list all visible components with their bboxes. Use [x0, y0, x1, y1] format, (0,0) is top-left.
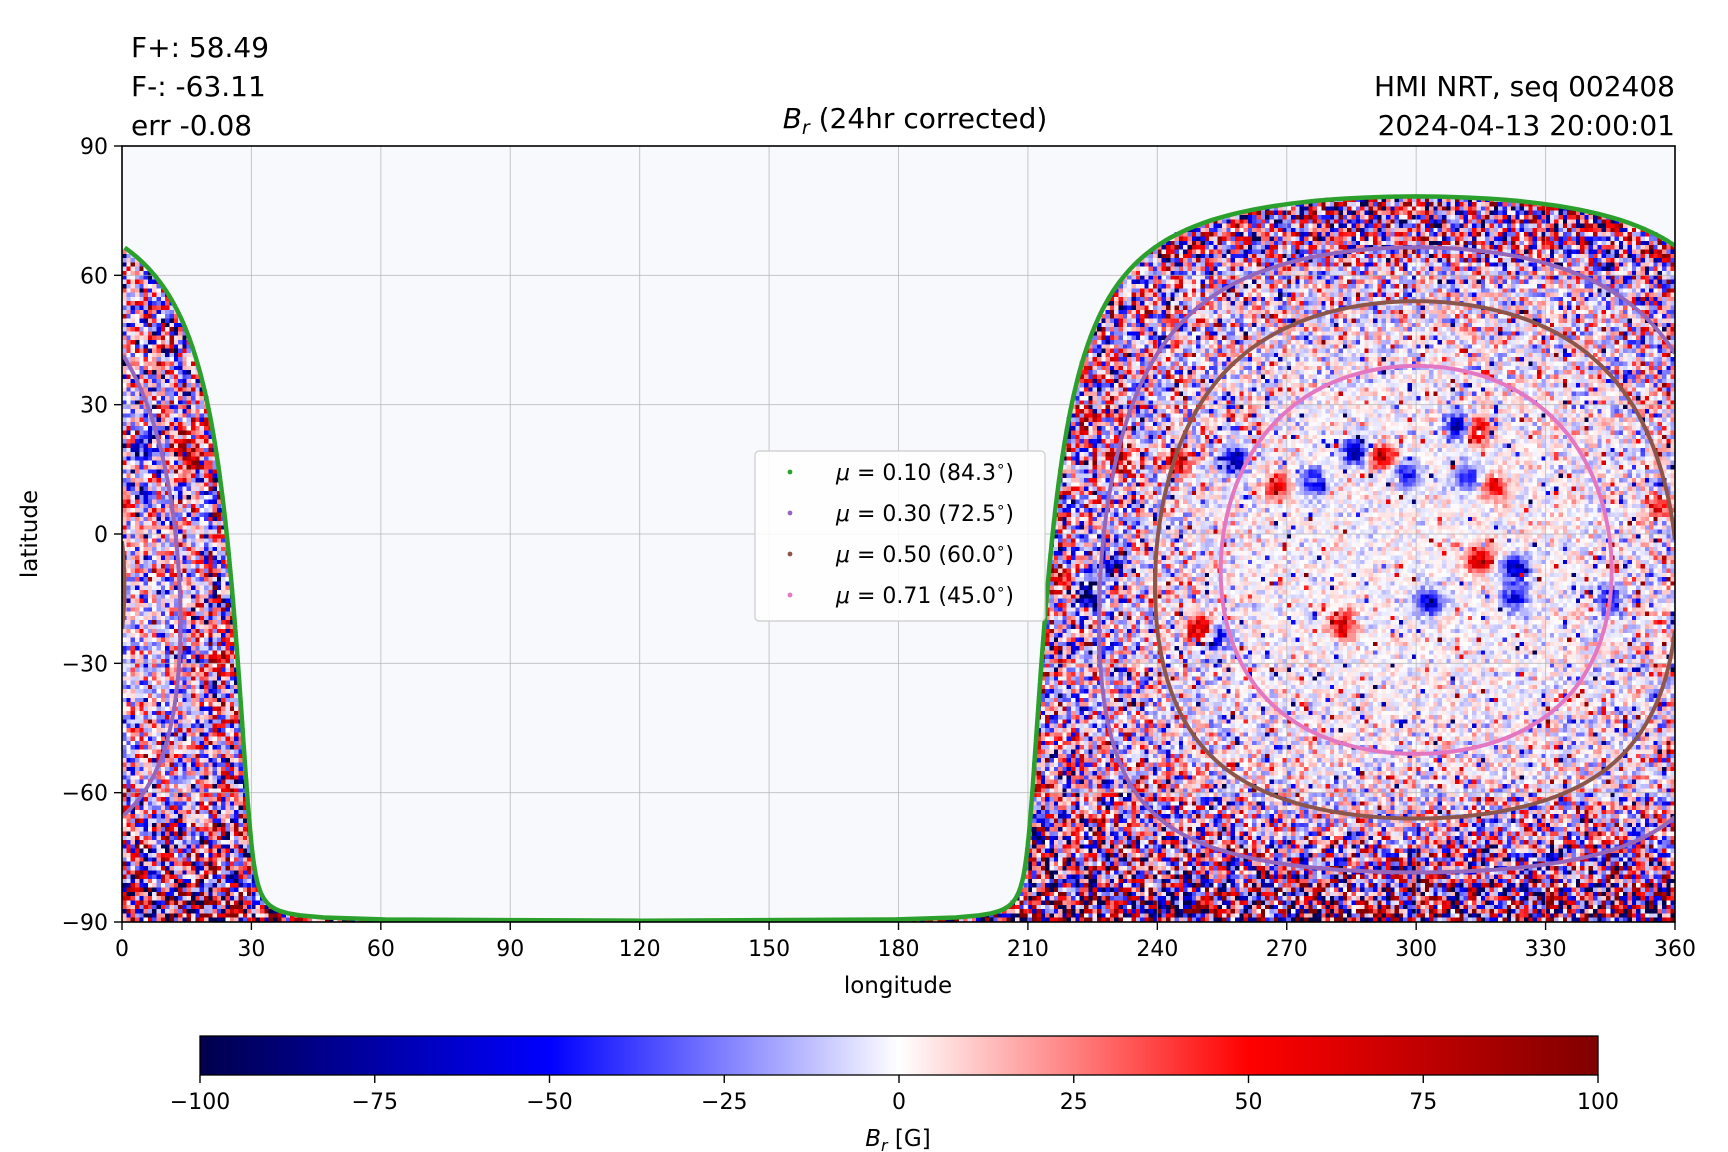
- x-tick-label: 120: [619, 937, 661, 962]
- x-axis-label: longitude: [844, 973, 952, 999]
- legend-marker-4: [787, 592, 793, 598]
- legend-box: [754, 450, 1046, 622]
- colorbar-tick-label: −75: [352, 1090, 398, 1115]
- colorbar: −100 −75 −50 −25 0 25 50 75 100 Br [G]: [170, 1035, 1619, 1152]
- flux-negative-label: F-: -63.11: [131, 70, 266, 103]
- timestamp-label: 2024-04-13 20:00:01: [1378, 109, 1675, 142]
- colorbar-tick-label: 100: [1577, 1090, 1619, 1115]
- x-tick-label: 360: [1654, 937, 1696, 962]
- colorbar-tick-label: 0: [892, 1090, 906, 1115]
- x-tick-label: 300: [1395, 937, 1437, 962]
- colorbar-tick-label: 25: [1060, 1090, 1088, 1115]
- colorbar-gradient: [199, 1035, 1599, 1076]
- x-tick-label: 0: [115, 937, 129, 962]
- y-tick-label: −60: [62, 782, 108, 807]
- legend: μ = 0.10 (84.3∘) μ = 0.30 (72.5∘) μ = 0.50…: [754, 450, 1046, 622]
- x-tick-label: 30: [237, 937, 265, 962]
- x-tick-label: 330: [1525, 937, 1567, 962]
- legend-marker-3: [787, 551, 793, 557]
- colorbar-tick-label: 50: [1235, 1090, 1263, 1115]
- legend-marker-2: [787, 510, 793, 516]
- legend-label-3: μ = 0.50 (60.0∘): [835, 539, 1014, 568]
- mu-contour-4: [1218, 363, 1614, 756]
- x-tick-label: 90: [496, 937, 524, 962]
- colorbar-tick-label: −25: [701, 1090, 747, 1115]
- chart-title: Br (24hr corrected): [783, 102, 1048, 139]
- colorbar-label: Br [G]: [865, 1126, 930, 1152]
- flux-positive-label: F+: 58.49: [131, 31, 269, 64]
- y-axis-label: latitude: [17, 490, 43, 578]
- y-tick-label: −90: [62, 911, 108, 936]
- y-tick-label: 60: [80, 264, 108, 289]
- x-tick-label: 180: [878, 937, 920, 962]
- legend-label-4: μ = 0.71 (45.0∘): [835, 580, 1014, 609]
- y-tick-label: 0: [94, 523, 108, 548]
- colorbar-tick-label: 75: [1409, 1090, 1437, 1115]
- error-label: err -0.08: [131, 109, 252, 142]
- mu-contour-2: [122, 245, 1675, 875]
- x-tick-label: 60: [367, 937, 395, 962]
- y-tick-label: 90: [80, 135, 108, 160]
- colorbar-tick-label: −100: [170, 1090, 230, 1115]
- x-tick-label: 240: [1136, 937, 1178, 962]
- x-tick-label: 210: [1007, 937, 1049, 962]
- y-tick-label: 30: [80, 394, 108, 419]
- colorbar-tick-label: −50: [526, 1090, 572, 1115]
- y-tick-label: −30: [62, 652, 108, 677]
- x-tick-label: 150: [748, 937, 790, 962]
- legend-label-2: μ = 0.30 (72.5∘): [835, 498, 1014, 527]
- legend-label-1: μ = 0.10 (84.3∘): [835, 457, 1014, 486]
- mu-contour-1: [123, 194, 1675, 922]
- legend-marker-1: [787, 469, 793, 475]
- mu-contour-3: [122, 299, 1675, 821]
- x-tick-label: 270: [1266, 937, 1308, 962]
- instrument-label: HMI NRT, seq 002408: [1374, 70, 1675, 103]
